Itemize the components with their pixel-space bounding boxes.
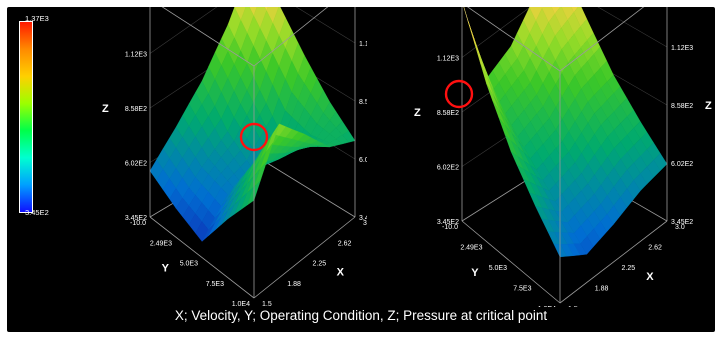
box-edge-front [149,216,255,299]
z-axis-label: Z [102,103,109,115]
x-tick-label: 1.88 [595,286,609,293]
z-tick-label: 1.12E3 [125,52,147,59]
z-tick-label: 1.12E3 [437,56,459,63]
z-tick-label: 6.02E2 [437,165,459,172]
z-tick-label: 8.58E2 [359,99,367,106]
box-edge-front [559,220,668,304]
z-tick-label: 1.37E3 [437,7,459,8]
colorbar-max-label: 1.37E3 [25,14,49,23]
box-edge-back [253,154,356,218]
z-axis-label: Z [705,100,712,112]
box-edge-front [559,7,645,72]
figure-caption: X; Velocity, Y; Operating Condition, Z; … [174,308,548,323]
colorbar [19,21,33,213]
x-tick-label: 2.62 [648,245,662,252]
y-tick-label: 2.49E3 [460,245,482,252]
y-tick-label: 7.5E3 [513,286,531,293]
surface-patch [467,21,481,58]
box-edge-front [253,7,329,67]
box-edge-front [253,216,356,299]
z-tick-label: 3.45E2 [359,215,367,222]
wall-gridline [461,7,668,58]
x-tick-label: 2.25 [622,265,636,272]
x-tick-label: 3.0 [675,224,685,231]
z-tick-label: 3.45E2 [437,219,459,226]
y-tick-label: -10.0 [130,220,146,227]
surface-plot-right: 3.03.02.622.622.252.251.881.881.51.5-10.… [414,7,712,307]
wall-gridline [149,7,356,54]
z-tick-label: 8.58E2 [125,106,147,113]
z-axis-label: Z [414,107,421,119]
x-tick-label: 1.5 [568,306,578,307]
x-tick-label: 1.88 [287,281,301,288]
box-edge-front [461,220,561,304]
x-tick-label: 2.62 [338,240,352,247]
z-tick-label: 8.58E2 [671,103,693,110]
z-tick-label: 6.02E2 [359,157,367,164]
z-tick-label: 1.12E3 [671,45,693,52]
y-axis-label: Y [162,262,170,274]
y-tick-label: 1.0E4 [232,301,250,307]
x-axis-label: X [337,266,345,278]
y-tick-label: 2.49E3 [150,240,172,247]
z-tick-label: 8.58E2 [437,110,459,117]
critical-point-marker [444,79,474,109]
colorbar-min-label: 3.45E2 [25,208,49,217]
x-axis-label: X [646,271,654,283]
z-tick-label: 3.45E2 [671,219,693,226]
y-axis-label: Y [471,267,479,279]
y-tick-label: -10.0 [442,224,458,231]
box-edge-front [467,7,561,72]
figure-panel: 1.37E3 3.45E2 3.0 3.0 2.62 2.62 2.25 2.25 1.88… [7,7,715,332]
x-tick-label: 3.0 [363,220,367,227]
z-tick-label: 1.12E3 [359,41,367,48]
y-tick-label: 5.0E3 [180,261,198,268]
z-tick-label: 6.02E2 [671,161,693,168]
x-tick-label: 1.5 [262,301,272,307]
z-tick-label: 6.02E2 [125,161,147,168]
y-tick-label: 5.0E3 [489,265,507,272]
y-tick-label: 1.0E4 [538,306,556,307]
box-edge-front [161,7,255,67]
surface-patch [474,42,487,77]
surface-plot-left: 3.03.02.622.622.252.251.881.881.51.5-10.… [102,7,367,307]
x-tick-label: 2.25 [313,261,327,268]
critical-point-marker [239,122,269,152]
z-tick-label: 3.45E2 [125,215,147,222]
y-tick-label: 7.5E3 [206,281,224,288]
